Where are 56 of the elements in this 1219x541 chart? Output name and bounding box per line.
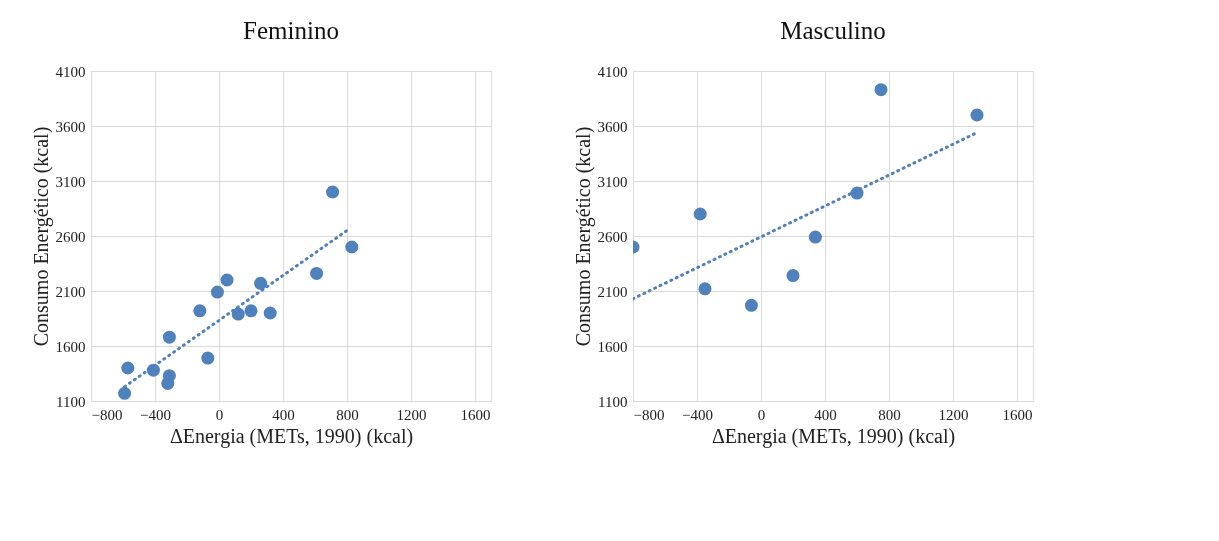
y-tick-label: 2100 — [55, 283, 86, 300]
point — [193, 304, 207, 318]
x-tick-label: 800 — [878, 406, 901, 423]
y-tick-label: 1600 — [597, 338, 628, 355]
point — [310, 266, 324, 280]
chart-title: Masculino — [780, 17, 886, 44]
x-tick-label: −400 — [682, 406, 713, 423]
x-tick-label: −800 — [633, 406, 665, 423]
x-tick-label: 0 — [757, 406, 766, 423]
y-tick-label: 4100 — [597, 63, 628, 80]
x-tick-label: 1600 — [460, 406, 491, 423]
point — [808, 230, 822, 244]
x-tick-label: 400 — [272, 406, 295, 423]
x-tick-label: 400 — [814, 406, 837, 423]
point — [121, 361, 135, 375]
y-tick-label: 4100 — [55, 63, 86, 80]
y-tick-label: 1600 — [55, 338, 86, 355]
point — [698, 282, 712, 296]
point — [220, 273, 234, 287]
point — [244, 304, 258, 318]
y-tick-label: 3600 — [55, 118, 86, 135]
x-tick-label: −800 — [91, 406, 123, 423]
x-tick-label: −400 — [140, 406, 171, 423]
x-tick-label: 0 — [215, 406, 224, 423]
point — [161, 376, 175, 390]
point — [693, 207, 707, 221]
point — [345, 240, 359, 254]
point — [254, 276, 268, 290]
y-tick-label: 3600 — [597, 118, 628, 135]
y-tick-label: 3100 — [597, 173, 628, 190]
y-tick-label: 2100 — [597, 283, 628, 300]
x-tick-label: 1600 — [1002, 406, 1033, 423]
y-tick-label: 1100 — [598, 393, 628, 410]
point — [231, 307, 245, 321]
point — [786, 269, 800, 283]
x-tick-label: 800 — [336, 406, 359, 423]
point — [201, 351, 215, 365]
point — [874, 83, 888, 97]
x-tick-label: 1200 — [938, 406, 969, 423]
point — [162, 330, 176, 344]
y-tick-label: 2600 — [55, 228, 86, 245]
point — [118, 386, 132, 400]
y-axis-title: Consumo Energético (kcal) — [571, 126, 595, 347]
x-axis-title: ΔEnergia (METs, 1990) (kcal) — [169, 424, 414, 448]
y-axis-title: Consumo Energético (kcal) — [29, 126, 53, 347]
x-axis-title: ΔEnergia (METs, 1990) (kcal) — [711, 424, 956, 448]
point — [263, 306, 277, 320]
x-tick-label: 1200 — [396, 406, 427, 423]
point — [744, 298, 758, 312]
point — [970, 108, 984, 122]
chart-title: Feminino — [243, 17, 339, 44]
point — [326, 185, 340, 199]
y-tick-label: 3100 — [55, 173, 86, 190]
y-tick-label: 2600 — [597, 228, 628, 245]
y-tick-label: 1100 — [56, 393, 86, 410]
point — [210, 285, 224, 299]
